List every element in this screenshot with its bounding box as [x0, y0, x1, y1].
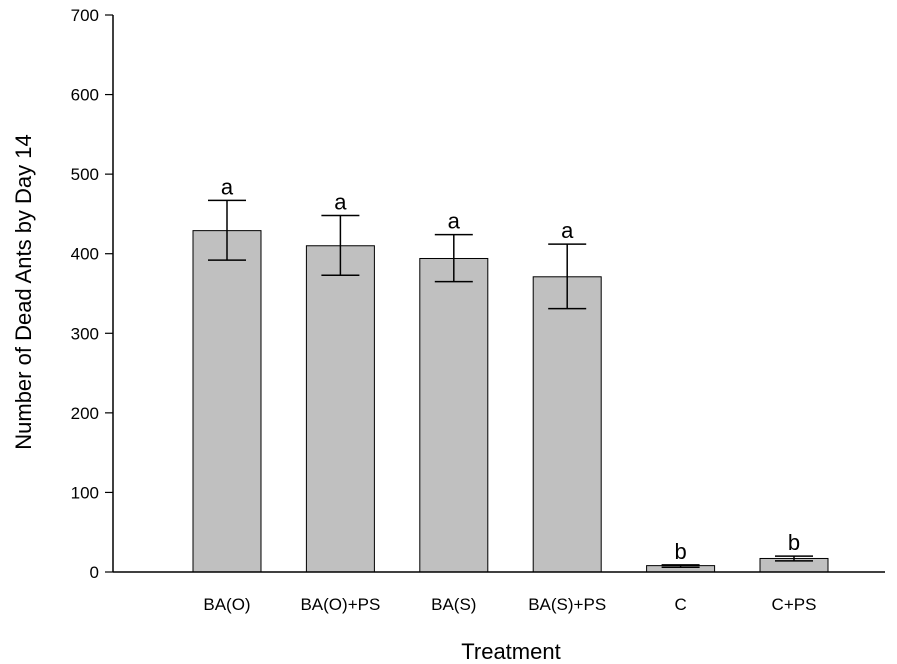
- bar: [305, 245, 375, 573]
- x-tick-label: BA(S)+PS: [528, 595, 606, 614]
- significance-letter: b: [788, 530, 800, 555]
- y-tick-label: 0: [90, 563, 99, 582]
- y-tick-label: 700: [71, 6, 99, 25]
- bar: [532, 276, 602, 573]
- y-tick-label: 100: [71, 483, 99, 502]
- y-tick-label: 400: [71, 245, 99, 264]
- x-tick-label: C: [674, 595, 686, 614]
- y-tick-label: 600: [71, 86, 99, 105]
- bars: [192, 230, 829, 573]
- x-tick-label: BA(S): [431, 595, 476, 614]
- axes: [112, 15, 885, 573]
- y-tick-label: 200: [71, 404, 99, 423]
- x-tick-label: C+PS: [772, 595, 817, 614]
- significance-letter: b: [674, 539, 686, 564]
- bar: [192, 230, 262, 573]
- x-tick-label: BA(O)+PS: [300, 595, 380, 614]
- x-tick-label: BA(O): [203, 595, 250, 614]
- x-ticks: BA(O) BA(O)+PS BA(S) BA(S)+PS C C+PS: [203, 595, 816, 614]
- significance-letters: a a a a b b: [221, 174, 800, 563]
- y-ticks: 0 100 200 300 400 500 600 700: [71, 6, 113, 582]
- x-axis-label: Treatment: [461, 639, 560, 664]
- y-axis-label: Number of Dead Ants by Day 14: [11, 134, 36, 450]
- significance-letter: a: [221, 174, 234, 199]
- y-tick-label: 500: [71, 165, 99, 184]
- significance-letter: a: [334, 190, 347, 215]
- bar: [419, 257, 489, 573]
- error-bars: [208, 199, 813, 568]
- significance-letter: a: [448, 209, 461, 234]
- significance-letter: a: [561, 218, 574, 243]
- y-tick-label: 300: [71, 324, 99, 343]
